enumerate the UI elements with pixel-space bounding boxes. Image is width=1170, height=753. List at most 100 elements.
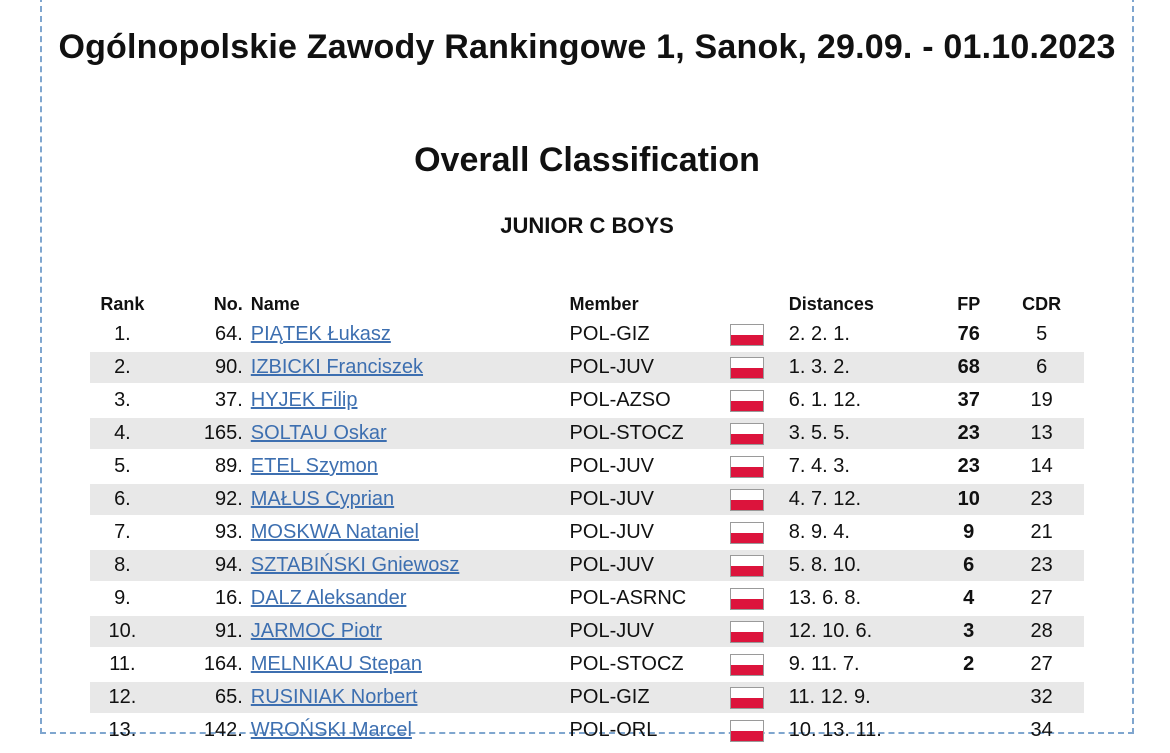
flag-cell xyxy=(709,549,785,583)
cdr-cell: 6 xyxy=(999,351,1084,385)
rank-cell: 4. xyxy=(90,417,155,451)
rank-cell: 11. xyxy=(90,648,155,682)
results-body: 1. 64. PIĄTEK Łukasz POL-GIZ 2. 2. 1. 76 5 2. 90… xyxy=(90,319,1084,748)
athlete-link[interactable]: DALZ Aleksander xyxy=(250,587,407,609)
member-cell: POL-JUV xyxy=(565,615,710,649)
fp-cell: 4 xyxy=(938,582,1000,616)
distances-cell: 13. 6. 8. xyxy=(784,582,939,616)
athlete-link[interactable]: HYJEK Filip xyxy=(250,389,358,411)
rank-cell: 8. xyxy=(90,549,155,583)
member-cell: POL-JUV xyxy=(565,516,710,550)
athlete-link[interactable]: SOLTAU Oskar xyxy=(250,422,387,444)
name-cell: MELNIKAU Stepan xyxy=(246,648,566,682)
name-cell: PIĄTEK Łukasz xyxy=(246,319,566,352)
number-cell: 90. xyxy=(154,351,247,385)
cdr-cell: 23 xyxy=(999,483,1084,517)
flag-cell xyxy=(709,483,785,517)
cdr-cell: 19 xyxy=(999,384,1084,418)
distances-cell: 10. 13. 11. xyxy=(784,714,939,748)
number-cell: 94. xyxy=(154,549,247,583)
flag-cell xyxy=(709,319,785,352)
table-row: 7. 93. MOSKWA Nataniel POL-JUV 8. 9. 4. 9 21 xyxy=(90,516,1084,550)
athlete-link[interactable]: MOSKWA Nataniel xyxy=(250,521,419,543)
table-row: 4. 165. SOLTAU Oskar POL-STOCZ 3. 5. 5. 23 13 xyxy=(90,417,1084,451)
athlete-link[interactable]: MAŁUS Cyprian xyxy=(250,488,395,510)
cdr-cell: 27 xyxy=(999,648,1084,682)
fp-cell: 23 xyxy=(938,417,1000,451)
name-cell: SZTABIŃSKI Gniewosz xyxy=(246,549,566,583)
cdr-cell: 5 xyxy=(999,319,1084,352)
distances-cell: 7. 4. 3. xyxy=(784,450,939,484)
cdr-cell: 23 xyxy=(999,549,1084,583)
flag-cell xyxy=(709,384,785,418)
name-cell: IZBICKI Franciszek xyxy=(246,351,566,385)
flag-cell xyxy=(709,648,785,682)
distances-cell: 2. 2. 1. xyxy=(784,319,939,352)
rank-cell: 5. xyxy=(90,450,155,484)
number-cell: 91. xyxy=(154,615,247,649)
header-rank: Rank xyxy=(100,293,145,314)
poland-flag-icon xyxy=(730,488,765,511)
member-cell: POL-JUV xyxy=(565,483,710,517)
header-fp: FP xyxy=(957,293,981,314)
distances-cell: 1. 3. 2. xyxy=(784,351,939,385)
poland-flag-icon xyxy=(730,554,765,577)
name-cell: ETEL Szymon xyxy=(246,450,566,484)
table-row: 5. 89. ETEL Szymon POL-JUV 7. 4. 3. 23 14 xyxy=(90,450,1084,484)
poland-flag-icon xyxy=(730,686,765,709)
member-cell: POL-AZSO xyxy=(565,384,710,418)
table-row: 13. 142. WROŃSKI Marcel POL-ORL 10. 13. 11. 3… xyxy=(90,714,1084,748)
athlete-link[interactable]: WROŃSKI Marcel xyxy=(250,719,412,741)
flag-cell xyxy=(709,615,785,649)
number-cell: 165. xyxy=(154,417,247,451)
athlete-link[interactable]: RUSINIAK Norbert xyxy=(250,686,418,708)
member-cell: POL-ASRNC xyxy=(565,582,710,616)
header-member: Member xyxy=(569,293,639,314)
table-row: 12. 65. RUSINIAK Norbert POL-GIZ 11. 12. 9. 3… xyxy=(90,681,1084,715)
table-row: 6. 92. MAŁUS Cyprian POL-JUV 4. 7. 12. 10 23 xyxy=(90,483,1084,517)
distances-cell: 6. 1. 12. xyxy=(784,384,939,418)
name-cell: HYJEK Filip xyxy=(246,384,566,418)
poland-flag-icon xyxy=(730,653,765,676)
rank-cell: 2. xyxy=(90,351,155,385)
poland-flag-icon xyxy=(730,620,765,643)
poland-flag-icon xyxy=(730,455,765,478)
member-cell: POL-GIZ xyxy=(565,319,710,352)
athlete-link[interactable]: ETEL Szymon xyxy=(250,455,378,477)
number-cell: 16. xyxy=(154,582,247,616)
name-cell: JARMOC Piotr xyxy=(246,615,566,649)
distances-cell: 9. 11. 7. xyxy=(784,648,939,682)
member-cell: POL-STOCZ xyxy=(565,417,710,451)
fp-cell: 68 xyxy=(938,351,1000,385)
cdr-cell: 21 xyxy=(999,516,1084,550)
flag-cell xyxy=(709,582,785,616)
poland-flag-icon xyxy=(730,422,765,445)
rank-cell: 3. xyxy=(90,384,155,418)
athlete-link[interactable]: MELNIKAU Stepan xyxy=(250,653,422,675)
cdr-cell: 34 xyxy=(999,714,1084,748)
member-cell: POL-ORL xyxy=(565,714,710,748)
flag-cell xyxy=(709,516,785,550)
fp-cell: 2 xyxy=(938,648,1000,682)
rank-cell: 12. xyxy=(90,681,155,715)
flag-cell xyxy=(709,450,785,484)
classification-title: Overall Classification xyxy=(414,141,760,179)
poland-flag-icon xyxy=(730,323,765,346)
member-cell: POL-STOCZ xyxy=(565,648,710,682)
table-row: 10. 91. JARMOC Piotr POL-JUV 12. 10. 6. 3 28 xyxy=(90,615,1084,649)
athlete-link[interactable]: JARMOC Piotr xyxy=(250,620,382,642)
athlete-link[interactable]: PIĄTEK Łukasz xyxy=(250,323,391,345)
athlete-link[interactable]: SZTABIŃSKI Gniewosz xyxy=(250,554,460,576)
member-cell: POL-JUV xyxy=(565,450,710,484)
flag-cell xyxy=(709,714,785,748)
fp-cell: 9 xyxy=(938,516,1000,550)
table-row: 2. 90. IZBICKI Franciszek POL-JUV 1. 3. 2. 68… xyxy=(90,351,1084,385)
name-cell: SOLTAU Oskar xyxy=(246,417,566,451)
fp-cell xyxy=(938,714,1000,748)
cdr-cell: 28 xyxy=(999,615,1084,649)
poland-flag-icon xyxy=(730,389,765,412)
distances-cell: 11. 12. 9. xyxy=(784,681,939,715)
athlete-link[interactable]: IZBICKI Franciszek xyxy=(250,356,424,378)
name-cell: DALZ Aleksander xyxy=(246,582,566,616)
table-row: 1. 64. PIĄTEK Łukasz POL-GIZ 2. 2. 1. 76 5 xyxy=(90,319,1084,352)
